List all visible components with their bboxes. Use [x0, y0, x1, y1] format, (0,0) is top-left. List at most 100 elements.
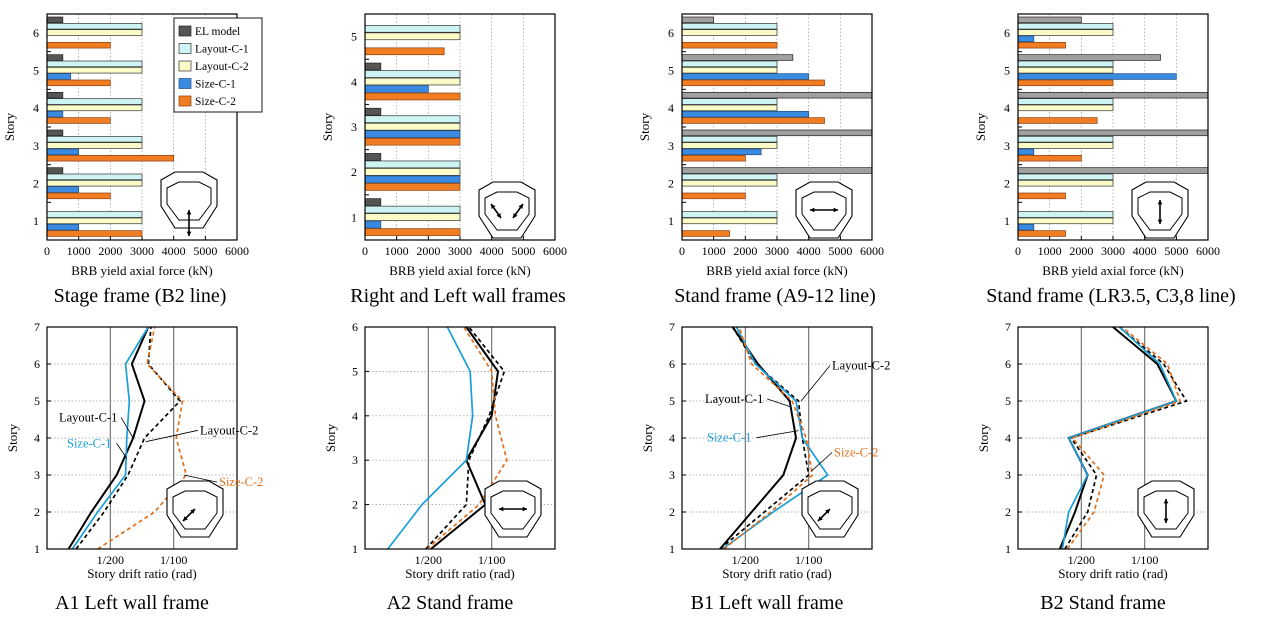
- x-tick-label: 2000: [416, 244, 440, 258]
- chart-caption: A2 Stand frame: [387, 592, 514, 614]
- y-tick-label: 6: [1005, 357, 1011, 371]
- y-tick-label: 5: [351, 30, 357, 44]
- bar: [681, 29, 778, 36]
- x-tick-label: 6000: [225, 244, 249, 258]
- left-wall-diagonal-arrow-icon: [166, 480, 224, 538]
- bar: [1017, 142, 1114, 149]
- y-tick-label: 4: [1005, 431, 1011, 445]
- bar: [1017, 192, 1066, 200]
- plot-frame: [46, 326, 238, 550]
- bar: [46, 60, 143, 68]
- x-tick-label: 1/200: [97, 553, 124, 567]
- bar: [46, 223, 80, 231]
- y-tick-label: 2: [1004, 177, 1010, 191]
- y-tick-label: 6: [668, 26, 674, 40]
- y-tick-label: 5: [33, 64, 39, 78]
- bar: [1017, 154, 1082, 162]
- bar: [364, 47, 445, 56]
- y-tick-label: 1: [34, 542, 40, 556]
- bar: [681, 230, 730, 237]
- legend: EL model Layout-C-1 Layout-C-2 Size-C-1 Size…: [173, 17, 263, 113]
- icon-arrow-head: [1157, 219, 1163, 224]
- chart-caption: Stand frame (A9-12 line): [674, 285, 876, 307]
- legend-swatch: [178, 60, 192, 72]
- icon-inner: [801, 191, 847, 231]
- bar: [364, 137, 461, 146]
- x-tick-label: 3000: [765, 244, 789, 258]
- bar: [1017, 104, 1114, 112]
- icon-arrow-head: [810, 207, 815, 213]
- x-tick-label: 1/100: [1131, 553, 1158, 567]
- plot-frame: [364, 326, 556, 550]
- chart-caption: Stand frame (LR3.5, C3,8 line): [986, 285, 1235, 307]
- stand-frame-vertical-arrow-icon: [1131, 181, 1189, 239]
- bar: [364, 62, 382, 71]
- y-tick-label: 4: [352, 409, 358, 423]
- x-tick-label: 6000: [1196, 244, 1220, 258]
- y-tick-label: 1: [668, 214, 674, 228]
- x-tick-label: 4000: [480, 244, 504, 258]
- y-tick-label: 3: [33, 139, 39, 153]
- legend-entry: Size-C-1: [195, 79, 236, 91]
- annotation-leader: [810, 452, 833, 472]
- bar: [46, 73, 72, 80]
- bar: [1017, 148, 1035, 156]
- icon-arrow-head: [818, 516, 823, 521]
- bar: [1017, 173, 1114, 181]
- icon-inner: [1143, 490, 1189, 530]
- bar: [1017, 54, 1161, 61]
- bar: [364, 85, 429, 93]
- y-tick-label: 4: [33, 101, 39, 115]
- bar: [364, 92, 461, 101]
- bar: [1017, 117, 1098, 124]
- bar: [681, 79, 825, 87]
- icon-inner: [484, 191, 530, 231]
- bar: [681, 110, 810, 118]
- x-tick-label: 2000: [98, 244, 122, 258]
- series-line: [1066, 326, 1182, 550]
- y-tick-label: 1: [33, 214, 39, 228]
- x-axis-label: Story drift ratio (rad): [405, 566, 514, 581]
- bar: [681, 60, 778, 68]
- annotation-label: Layout-C-2: [200, 423, 258, 437]
- x-tick-label: 0: [1015, 244, 1021, 258]
- y-tick-label: 1: [1005, 542, 1011, 556]
- annotation-label: Size-C-1: [707, 431, 751, 445]
- legend-swatch: [178, 43, 192, 54]
- legend-swatch: [178, 95, 192, 107]
- bar: [46, 230, 143, 237]
- plot-frame: [681, 326, 873, 550]
- x-tick-label: 0: [44, 244, 50, 258]
- bar: [46, 91, 64, 99]
- y-tick-label: 4: [668, 101, 674, 115]
- icon-inner: [807, 490, 853, 530]
- bar: [364, 32, 461, 41]
- y-axis-label: Story: [640, 423, 655, 452]
- x-tick-label: 5000: [193, 244, 217, 258]
- x-tick-label: 3000: [130, 244, 154, 258]
- y-tick-label: 2: [33, 177, 39, 191]
- bar: [681, 173, 778, 181]
- bar: [681, 192, 746, 200]
- x-tick-label: 5000: [511, 244, 535, 258]
- bar: [46, 192, 111, 200]
- y-axis-label: Story: [5, 423, 20, 452]
- x-tick-label: 1/200: [1068, 553, 1095, 567]
- series-line: [426, 326, 508, 550]
- bar: [1017, 60, 1114, 68]
- x-tick-label: 4000: [162, 244, 186, 258]
- icon-arrow-head: [833, 207, 838, 213]
- bar: [1017, 223, 1035, 231]
- bar: [364, 25, 461, 33]
- icon-arrow-head: [1157, 200, 1163, 205]
- bar: [681, 135, 778, 143]
- bar: [1017, 230, 1066, 237]
- y-tick-label: 5: [1005, 394, 1011, 408]
- y-tick-label: 2: [1005, 505, 1011, 519]
- bar: [46, 117, 111, 124]
- annotation-label: Size-C-2: [219, 475, 263, 489]
- bar: [681, 211, 778, 218]
- icon-arrow-head: [186, 231, 192, 236]
- legend-swatch: [178, 25, 192, 37]
